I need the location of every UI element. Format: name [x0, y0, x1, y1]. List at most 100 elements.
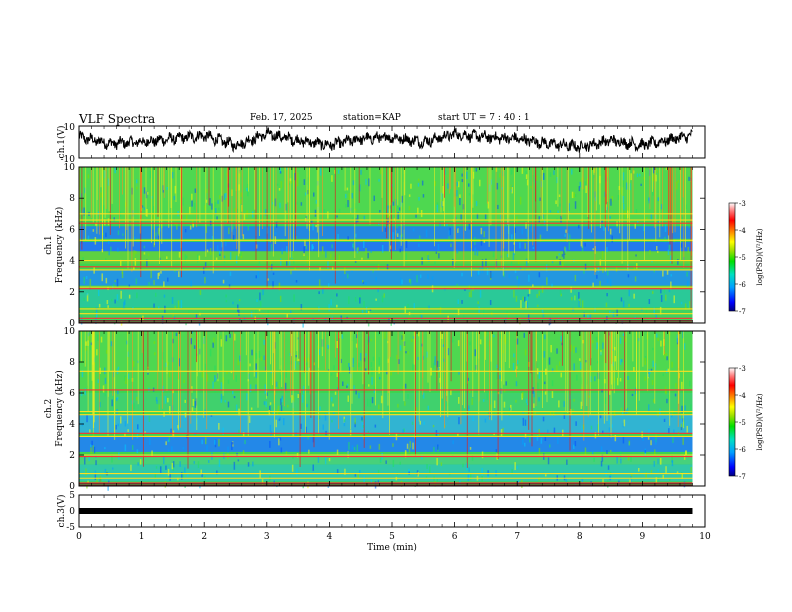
ch2-spectrogram-speckle [667, 368, 670, 372]
ch2-spectrogram-speckle [469, 341, 471, 346]
ch1-spectrogram-speckle [256, 298, 258, 302]
ch2-spectrogram-speckle [608, 420, 611, 425]
ch1-spectrogram-speckle [532, 284, 534, 288]
ch2-spectrogram-speckle [499, 368, 501, 372]
ch2-spectrogram-speckle [165, 441, 167, 446]
ch2-spectrogram-speckle [499, 375, 501, 380]
ch1-spectrogram-speckle [354, 297, 357, 302]
ch1-spectrogram-speckle [269, 261, 272, 266]
ch1-spectrogram-speckle [232, 221, 234, 230]
ch1-spectrogram-speckle [434, 261, 436, 265]
ch1-spectrogram-speckle [510, 184, 512, 189]
ch2-spectrogram-speckle [422, 355, 424, 360]
ch2-spectrogram-speckle [255, 371, 257, 379]
ch2-spectrogram-speckle [183, 379, 185, 384]
ch1-spectrogram-speckle [100, 192, 102, 198]
ch2-spectrogram-speckle [364, 383, 366, 387]
ch2-spectrogram-speckle [392, 443, 394, 447]
ch1-spectrogram-speckle [286, 246, 288, 253]
ch1-spectrogram-speckle [243, 213, 246, 221]
ch2-spectrogram-speckle [622, 333, 625, 337]
ch1-spectrogram-speckle [542, 213, 544, 219]
ch1-spectrogram-speckle [463, 227, 466, 231]
x-tick-label: 6 [452, 532, 458, 542]
ch1-spectrogram-speckle [526, 229, 528, 237]
ch1-spectrogram-speckle [622, 196, 625, 204]
x-tick-label: 0 [76, 532, 82, 542]
ch1-spectrogram-speckle [687, 246, 689, 254]
ch2-spectrogram-speckle [333, 365, 335, 371]
ch2-spectrogram-speckle [662, 373, 664, 377]
ch2-spectrogram-speckle [237, 359, 239, 366]
ch1-spectrogram-speckle [257, 271, 259, 279]
ch2-spectrogram-speckle [117, 423, 119, 427]
ch2-spectrogram-speckle [272, 410, 274, 417]
ch2-spectrogram-speckle [538, 477, 540, 481]
ch1-spectrogram-speckle [354, 208, 357, 211]
ch1-spectrogram-speckle [553, 170, 555, 175]
ch2-spectrogram-speckle [673, 429, 675, 433]
ch2-spectrogram-speckle [575, 421, 577, 426]
ch2-spectrogram-speckle [218, 439, 220, 447]
ch2-spectrogram-speckle [573, 346, 575, 354]
ch1-spectrogram-speckle [462, 314, 465, 322]
ch2-spectrogram-band [79, 436, 693, 452]
ch1-spectrogram-speckle [336, 304, 338, 308]
ch1-spectrogram-speckle [496, 182, 499, 190]
ch1-spectrogram-speckle [583, 268, 585, 274]
ch1-spectrogram-speckle [563, 250, 565, 259]
ch1-spectrogram-speckle [225, 241, 227, 247]
ch1-spectrogram-speckle [114, 299, 116, 304]
ch1-spectrogram-speckle [275, 221, 278, 228]
ch1-spectrogram-speckle [524, 296, 526, 302]
ch1-spectrogram-speckle [252, 211, 254, 218]
ch2-spectrogram-speckle [385, 460, 387, 464]
ch1-spectrogram-speckle [636, 220, 639, 224]
ch2-spectrogram-speckle [652, 360, 654, 367]
ch2-spectrogram-speckle [244, 439, 246, 445]
ch2-spectrogram-speckle [116, 409, 118, 416]
ch2-spectrogram-speckle [379, 457, 382, 464]
ch1-spectrogram-speckle [295, 280, 298, 283]
ch1-spectrogram-speckle [375, 277, 377, 282]
ch2-spectrogram-speckle [684, 405, 686, 411]
ch1-spectrogram-speckle [135, 278, 138, 285]
ch2-spectrogram-speckle [284, 382, 287, 391]
ch2-spectrogram-speckle [84, 388, 86, 396]
ch1-spectrogram-speckle [81, 209, 84, 214]
ch2-spectrogram-speckle [275, 419, 277, 428]
ch1-spectrogram-speckle [122, 233, 124, 236]
ch2-spectrogram-speckle [162, 385, 164, 393]
ch1-spectrogram-speckle [599, 280, 601, 287]
ch2-spectrogram-speckle [556, 365, 558, 372]
ch2-spectrogram-speckle [187, 474, 189, 477]
ch1-spectrogram-speckle [475, 168, 478, 172]
ch1-spectrogram-speckle [536, 294, 538, 298]
ch1-spectrogram-speckle [501, 187, 503, 190]
ch2-spectrogram-speckle [92, 445, 95, 454]
ch2-spectrogram-speckle [557, 436, 559, 444]
ch2-spectrogram-speckle [319, 406, 321, 412]
ch1-spectrogram-speckle [363, 215, 366, 221]
ch2-spectrogram-speckle [175, 332, 178, 337]
ch1-spectrogram-speckle [660, 288, 662, 294]
ch1-spectrogram-speckle [677, 259, 679, 265]
ch2-spectrogram-speckle [386, 371, 388, 375]
ch1-spectrogram-speckle [143, 252, 146, 255]
ch1-spectrogram-speckle [682, 216, 684, 221]
ch1-spectrogram-speckle [286, 313, 288, 318]
ch1-spectrogram-speckle [294, 267, 296, 271]
ch2-spectrogram-speckle [418, 332, 420, 337]
ch1-spectrogram-speckle [172, 314, 175, 318]
ch2-spectrogram-speckle [201, 371, 204, 378]
ch1-spectrogram-speckle [153, 303, 155, 308]
ch2-spectrogram-speckle [419, 420, 421, 425]
ch2-spectrogram-speckle [194, 401, 197, 408]
ch1-spectrogram-speckle [439, 222, 441, 227]
ch2-spectrogram-speckle [251, 349, 253, 356]
ch2-spectrogram-speckle [676, 471, 679, 474]
ch2-spectrogram-speckle [297, 394, 299, 399]
ch2-spectrogram-speckle [104, 447, 106, 450]
ch1-spectrogram-speckle [103, 205, 105, 211]
ch2-spectrogram-speckle [112, 467, 114, 470]
